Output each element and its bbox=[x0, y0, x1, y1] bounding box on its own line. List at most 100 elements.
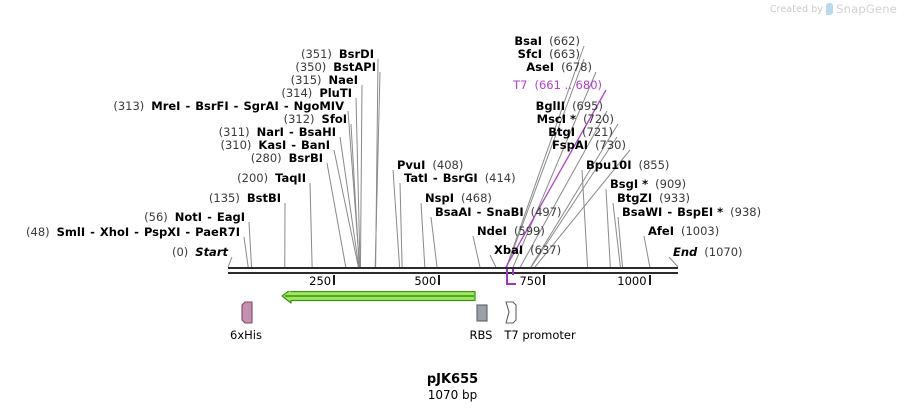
enzyme-label-row[interactable]: (311) NarI - BsaHI bbox=[219, 126, 336, 139]
enzyme-label-row[interactable]: MscI (720) bbox=[537, 112, 614, 126]
enzyme-label-row[interactable]: (313) MreI - BsrFI - SgrAI - NgoMIV bbox=[113, 100, 344, 113]
enzyme-label-row[interactable]: (280) BsrBI bbox=[251, 152, 323, 165]
enzyme-label-row[interactable]: Bpu10I (855) bbox=[586, 159, 669, 172]
enzyme-label-row[interactable]: End (1070) bbox=[673, 246, 743, 259]
cut-position: (678) bbox=[561, 60, 592, 74]
label-separator: - bbox=[288, 125, 294, 139]
cut-position: (315) bbox=[290, 73, 322, 87]
enzyme-name: BsaAI bbox=[435, 205, 472, 219]
enzyme-label-row[interactable]: (200) TaqII bbox=[237, 172, 306, 185]
label-separator: - bbox=[185, 99, 191, 113]
cut-position: (938) bbox=[730, 205, 762, 219]
ruler-tick-label: 750 bbox=[519, 274, 542, 288]
enzyme-name: BsrGI bbox=[442, 171, 478, 185]
enzyme-label-row[interactable]: BtgI (721) bbox=[548, 126, 613, 139]
ruler-tick-label: 250 bbox=[309, 274, 332, 288]
enzyme-label-row[interactable]: BsgI (909) bbox=[610, 177, 686, 191]
enzyme-label-row[interactable]: BsaAI - SnaBI (497) bbox=[435, 206, 562, 219]
enzyme-label-row[interactable]: BsaI (662) bbox=[514, 35, 580, 48]
feature-caption: RBS bbox=[469, 328, 493, 342]
page-title: pJK655 bbox=[426, 372, 479, 387]
label-separator: - bbox=[185, 225, 191, 239]
enzyme-name: SfoI bbox=[321, 112, 347, 126]
enzyme-label-row[interactable]: FspAI (730) bbox=[552, 139, 626, 152]
enzyme-name: PvuI bbox=[397, 158, 426, 172]
enzyme-label-row[interactable]: (350) BstAPI bbox=[295, 61, 376, 74]
terminus-label: Start bbox=[195, 245, 228, 259]
enzyme-label-row[interactable]: (310) KasI - BanI bbox=[220, 139, 330, 152]
cut-position: (310) bbox=[220, 138, 252, 152]
enzyme-label-row[interactable]: BglII (695) bbox=[536, 100, 603, 113]
feature-6xhis[interactable] bbox=[240, 301, 254, 329]
ruler-tick-label: 500 bbox=[414, 274, 437, 288]
feature-orf[interactable] bbox=[281, 288, 479, 309]
feature-t7-promoter[interactable] bbox=[504, 301, 518, 329]
enzyme-name: BsaWI bbox=[622, 205, 663, 219]
enzyme-name: PspXI bbox=[143, 225, 181, 239]
enzyme-label-row[interactable]: T7 (661 .. 680) bbox=[513, 79, 602, 92]
enzyme-label-row[interactable]: AfeI (1003) bbox=[648, 225, 719, 238]
label-separator: - bbox=[476, 205, 482, 219]
enzyme-label-row[interactable]: (56) NotI - EagI bbox=[144, 211, 245, 224]
enzyme-name: TaqII bbox=[275, 171, 306, 185]
enzyme-label-row[interactable]: XbaI (637) bbox=[494, 244, 561, 257]
label-separator: - bbox=[291, 138, 296, 152]
enzyme-label-row[interactable]: (0) Start bbox=[172, 246, 228, 259]
cut-position: (1070) bbox=[704, 245, 743, 259]
enzyme-label-row[interactable]: NspI (468) bbox=[425, 192, 492, 205]
enzyme-label-row[interactable]: (135) BstBI bbox=[209, 192, 281, 205]
enzyme-name: SfcI bbox=[517, 47, 543, 61]
cut-position: (730) bbox=[595, 138, 626, 152]
snapgene-logo-icon bbox=[826, 3, 834, 15]
enzyme-label-row[interactable]: (314) PluTI bbox=[281, 87, 352, 100]
feature-rbs[interactable] bbox=[476, 304, 488, 326]
enzyme-name: XhoI bbox=[99, 225, 130, 239]
title-block: pJK655 1070 bp bbox=[0, 372, 905, 403]
cut-position: (135) bbox=[208, 191, 240, 205]
his-tag-arrow-icon bbox=[240, 301, 253, 324]
enzyme-label-row[interactable]: (48) SmlI - XhoI - PspXI - PaeR7I bbox=[26, 226, 240, 239]
feature-caption: T7 promoter bbox=[504, 328, 576, 342]
enzyme-name: BsaHI bbox=[298, 125, 336, 139]
enzyme-name: BtgI bbox=[548, 125, 576, 139]
enzyme-label-row[interactable]: TatI - BsrGI (414) bbox=[404, 172, 516, 185]
enzyme-label-row[interactable]: BsaWI-BspEI (938) bbox=[622, 205, 762, 219]
enzyme-label-row[interactable]: SfcI (663) bbox=[518, 48, 580, 61]
enzyme-name: BstBI bbox=[246, 191, 281, 205]
t7-feature-bracket[interactable] bbox=[505, 269, 516, 285]
enzyme-name-starred: BsgI bbox=[610, 177, 648, 191]
cut-position: (855) bbox=[638, 158, 670, 172]
enzyme-name: EagI bbox=[216, 210, 245, 224]
enzyme-label-row[interactable]: AseI (678) bbox=[526, 61, 592, 74]
t7-feature-bracket-right bbox=[511, 269, 514, 275]
enzyme-name: NarI bbox=[256, 125, 284, 139]
enzyme-label-row[interactable]: (351) BsrDI bbox=[301, 48, 374, 61]
enzyme-label-row[interactable]: (315) NaeI bbox=[291, 74, 358, 87]
cut-position: (720) bbox=[583, 112, 614, 126]
enzyme-name: BtgZI bbox=[617, 191, 653, 205]
enzyme-label-row[interactable]: (312) SfoI bbox=[284, 113, 347, 126]
cut-position: (312) bbox=[283, 112, 315, 126]
enzyme-name: BanI bbox=[301, 138, 330, 152]
cut-position: (663) bbox=[549, 47, 580, 61]
ruler-tick-mark bbox=[648, 275, 651, 285]
cut-position: (468) bbox=[460, 191, 492, 205]
enzyme-name: Bpu10I bbox=[586, 158, 632, 172]
label-separator: - bbox=[432, 171, 438, 185]
enzyme-label-row[interactable]: NdeI (599) bbox=[477, 225, 545, 238]
cut-position: (695) bbox=[572, 99, 603, 113]
cut-position: (662) bbox=[549, 34, 580, 48]
enzyme-name: MreI bbox=[151, 99, 181, 113]
watermark-prefix: Created by bbox=[769, 3, 824, 15]
cut-position: (497) bbox=[530, 205, 562, 219]
cut-position: (0) bbox=[171, 245, 189, 259]
label-separator: - bbox=[134, 225, 139, 239]
enzyme-label-row[interactable]: BtgZI (933) bbox=[617, 192, 690, 205]
sequence-ruler: 250 500 750 1000 bbox=[0, 274, 905, 291]
feature-range: (661 .. 680) bbox=[534, 78, 603, 92]
enzyme-name: SgrAI bbox=[243, 99, 279, 113]
enzyme-label-row[interactable]: PvuI (408) bbox=[397, 159, 463, 172]
label-separator: - bbox=[667, 205, 673, 219]
ruler-tick-label: 1000 bbox=[617, 274, 647, 288]
cut-position: (408) bbox=[432, 158, 464, 172]
